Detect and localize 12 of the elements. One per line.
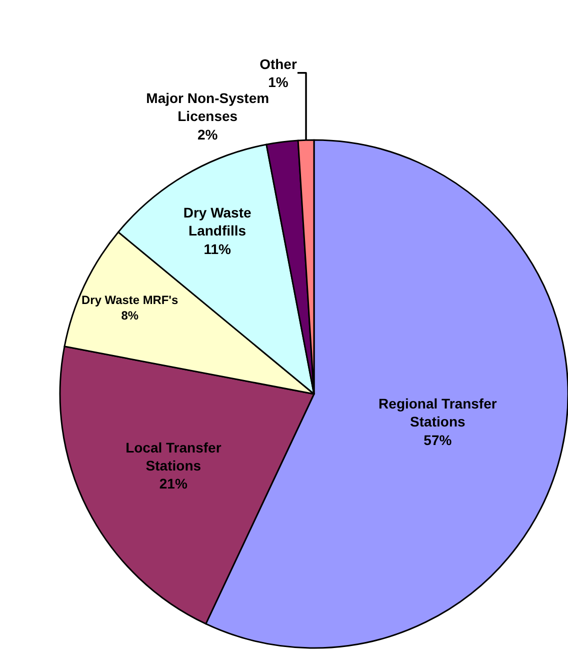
data-label: 57% [424,432,452,448]
slice-label: Dry Waste MRF's [82,292,179,307]
slice-label: Other [260,56,298,72]
slice-label: Regional Transfer Stations [378,396,498,430]
data-label: 11% [204,240,232,257]
slice-label: Major Non-System Licenses [146,90,270,124]
slice-label: Local Transfer Stations [126,439,222,474]
data-label: 2% [197,126,218,142]
data-label: 21% [159,476,188,492]
data-label: 8% [121,308,139,322]
slice-label: Dry Waste Landfills [183,204,252,239]
data-label: 1% [268,74,289,90]
